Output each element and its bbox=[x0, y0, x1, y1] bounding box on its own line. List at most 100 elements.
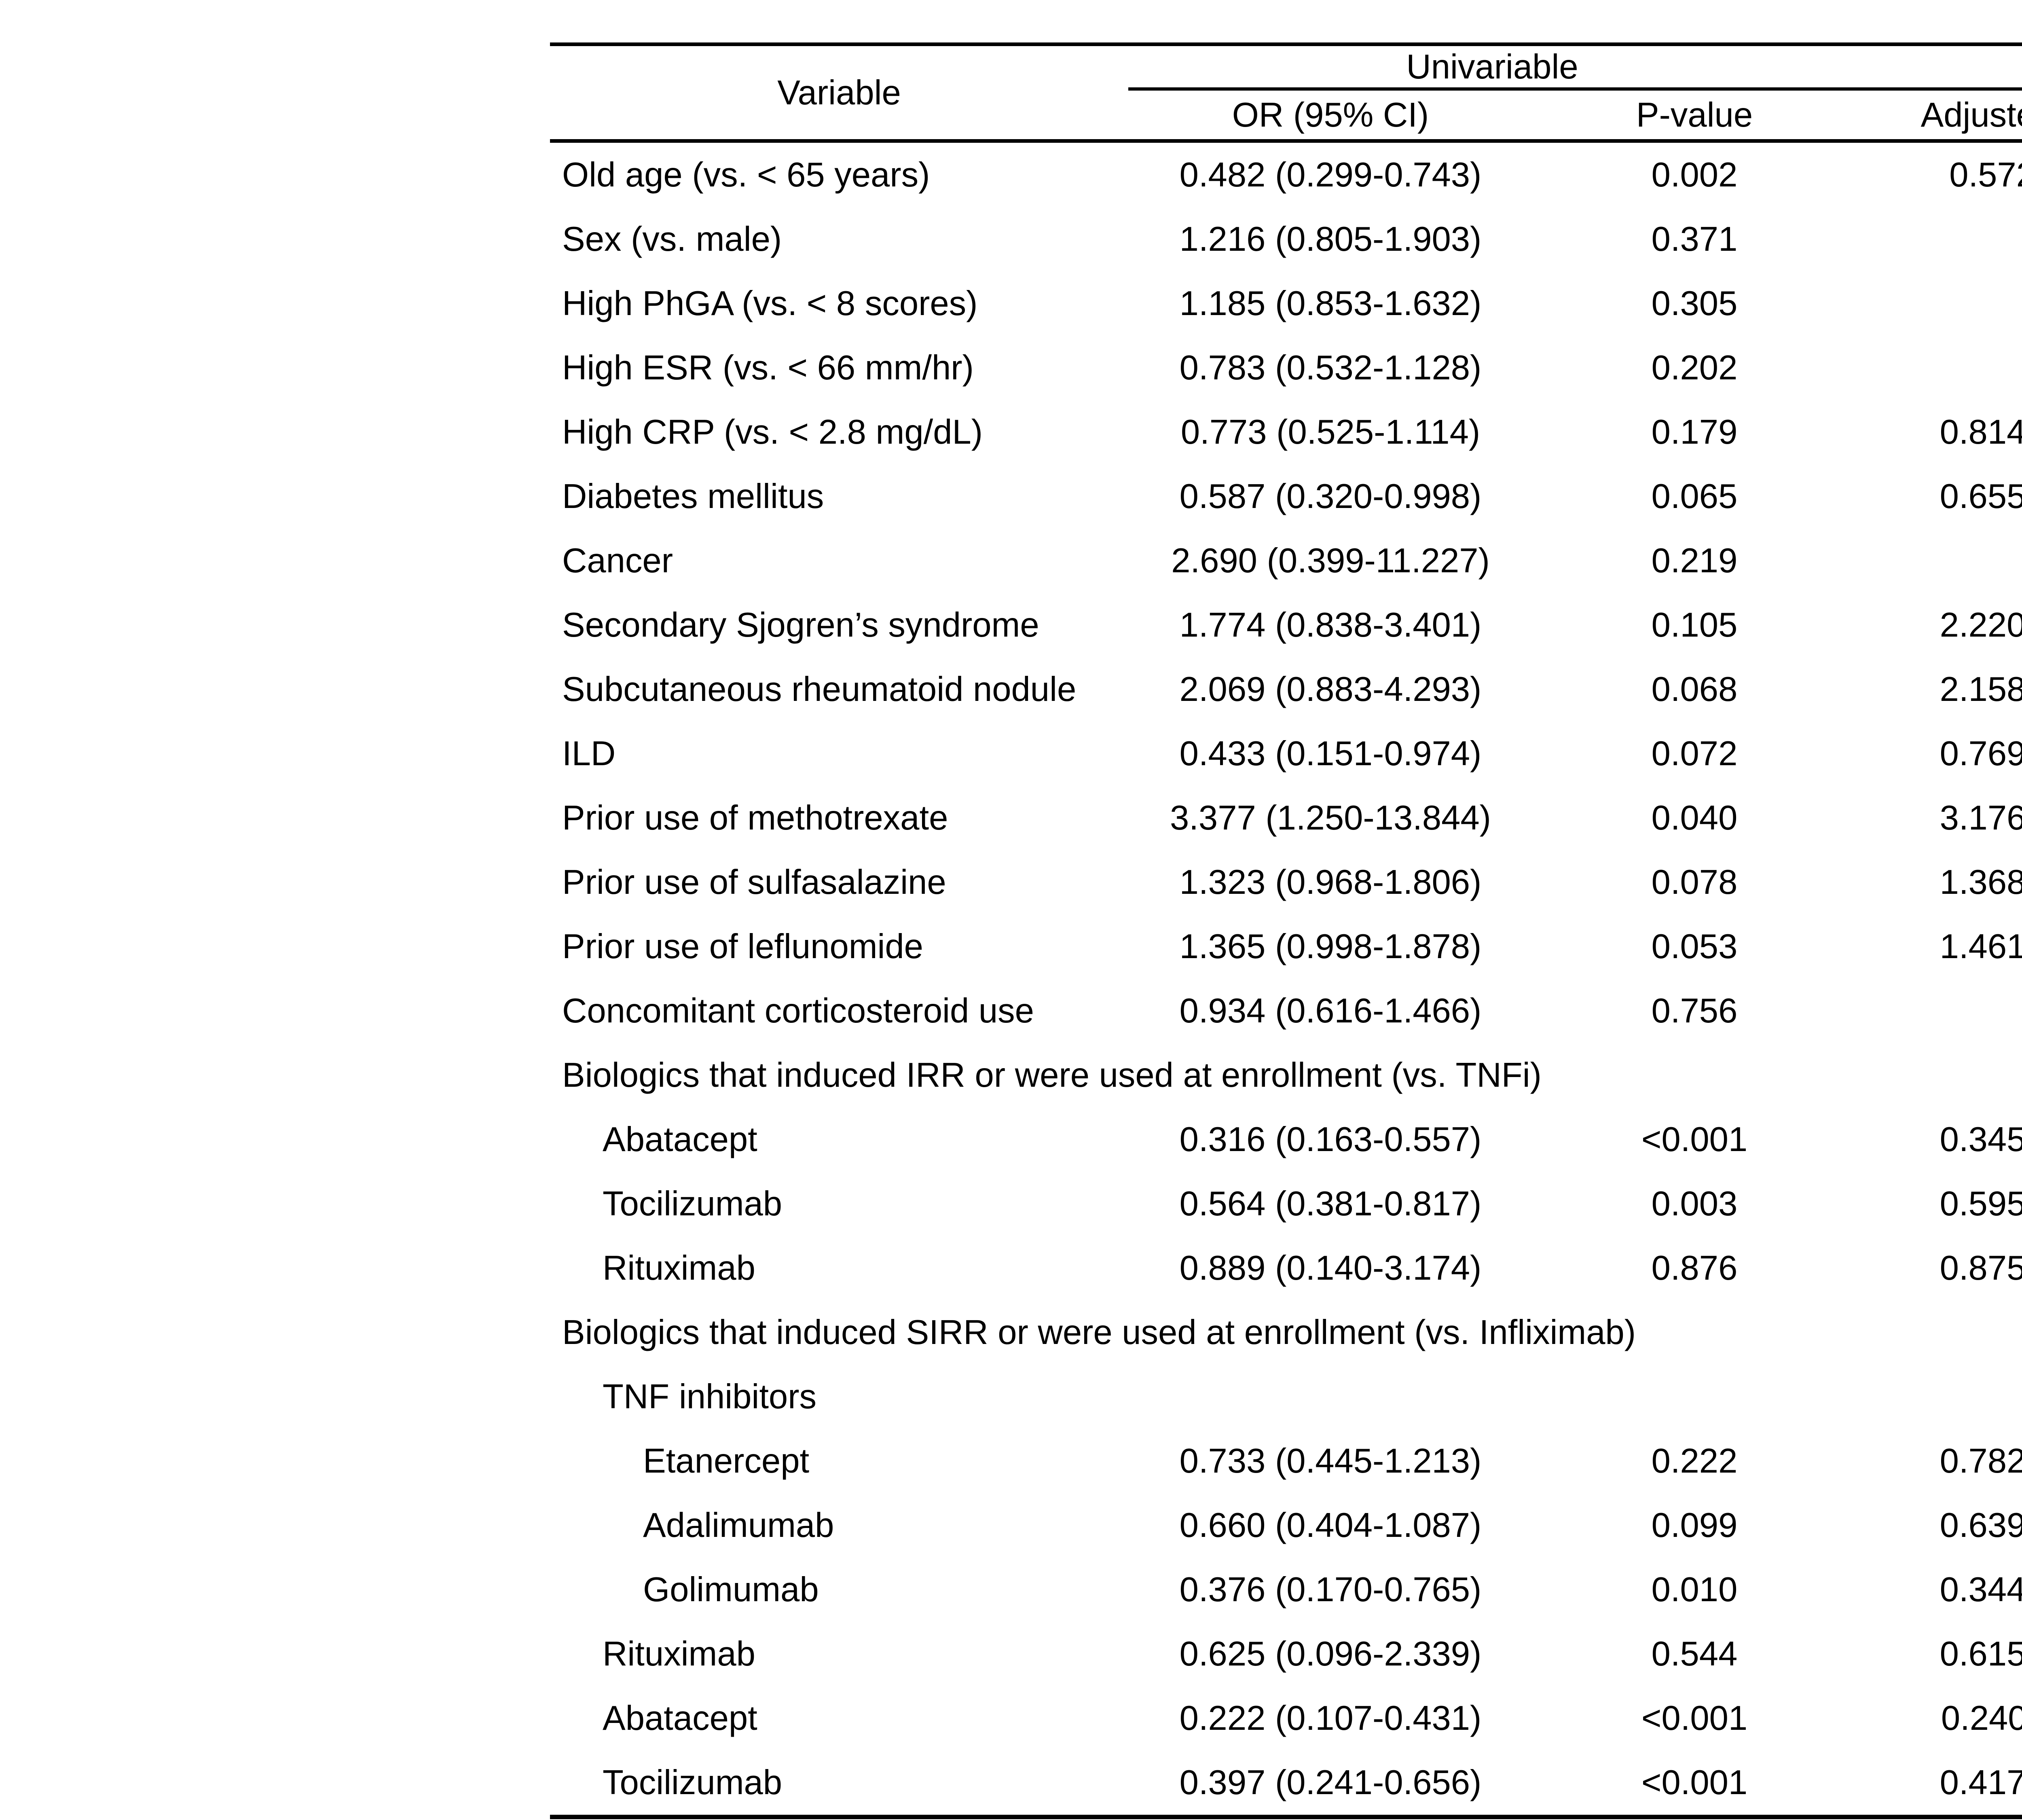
spanner-multivariable: Multivariable 1 bbox=[1856, 44, 2022, 91]
table-row: Prior use of sulfasalazine 1.323 (0.968-1… bbox=[550, 850, 2022, 914]
uni-pvalue: 0.068 bbox=[1651, 670, 1738, 709]
uni-pvalue: 0.099 bbox=[1651, 1506, 1738, 1545]
adj-or-value: 0.655 (0.353-1.130) bbox=[1940, 477, 2022, 516]
uni-pvalue: 0.072 bbox=[1651, 734, 1738, 773]
adj-or-value: 0.417 (0.250-0.696) bbox=[1856, 1750, 2022, 1819]
uni-or-value: 1.365 (0.998-1.878) bbox=[1179, 927, 1482, 966]
variable-label: Biologics that induced SIRR or were used… bbox=[562, 1313, 1636, 1352]
adj-or-value: 0.769 (0.263-1.796) bbox=[1940, 734, 2022, 773]
variable-label: Rituximab bbox=[603, 1635, 755, 1673]
table-row: High CRP (vs. < 2.8 mg/dL) 0.773 (0.525-1… bbox=[550, 400, 2022, 464]
variable-label: TNF inhibitors bbox=[603, 1378, 817, 1416]
uni-or-value: 0.222 (0.107-0.431) bbox=[1179, 1699, 1482, 1737]
adj-or-value bbox=[1856, 271, 2022, 336]
table-row: Biologics that induced SIRR or were used… bbox=[550, 1300, 2022, 1365]
table-row: Prior use of methotrexate 3.377 (1.250-13… bbox=[550, 786, 2022, 850]
column-header-row: OR (95% CI) P-value Adjusted OR (95% CI)… bbox=[550, 89, 2022, 143]
uni-pvalue: 0.040 bbox=[1651, 799, 1738, 837]
variable-label: Rituximab bbox=[603, 1249, 755, 1287]
table-row: Secondary Sjogren’s syndrome 1.774 (0.838… bbox=[550, 593, 2022, 657]
uni-or-value: 1.185 (0.853-1.632) bbox=[1179, 284, 1482, 323]
uni-pvalue: 0.053 bbox=[1651, 927, 1738, 966]
regression-table: Variable Univariable Multivariable 1 OR … bbox=[550, 42, 2022, 1819]
uni-pvalue bbox=[1533, 1365, 1856, 1429]
variable-label: ILD bbox=[562, 734, 616, 773]
table-row: TNF inhibitors bbox=[550, 1365, 2022, 1429]
or-regression-table: Variable Univariable Multivariable 1 OR … bbox=[550, 42, 2022, 1819]
table-row: Abatacept 0.222 (0.107-0.431) <0.001 0.240 … bbox=[550, 1686, 2022, 1750]
uni-pvalue bbox=[1533, 1043, 1856, 1107]
adj-or-value: 0.345 (0.177-0.616) bbox=[1940, 1120, 2022, 1159]
adj-or-value bbox=[1856, 979, 2022, 1043]
variable-label: Abatacept bbox=[603, 1699, 757, 1737]
table-row: Prior use of leflunomide 1.365 (0.998-1.8… bbox=[550, 914, 2022, 979]
uni-pvalue: 0.002 bbox=[1651, 156, 1738, 194]
adj-or-value: 1.461 (1.057-2.030) bbox=[1940, 927, 2022, 966]
uni-or-value: 0.934 (0.616-1.466) bbox=[1179, 992, 1482, 1030]
adj-or-value bbox=[1856, 529, 2022, 593]
variable-label: High ESR (vs. < 66 mm/hr) bbox=[562, 349, 974, 387]
variable-label: High CRP (vs. < 2.8 mg/dL) bbox=[562, 413, 983, 451]
adj-or-value: 2.158 (0.888-4.695) bbox=[1940, 670, 2022, 709]
uni-or-value: 0.564 (0.381-0.817) bbox=[1179, 1185, 1482, 1223]
variable-label: High PhGA (vs. < 8 scores) bbox=[562, 284, 978, 323]
adj-or-value: 0.875 (0.137-3.152) bbox=[1940, 1249, 2022, 1287]
adj-or-value bbox=[1856, 1300, 2022, 1365]
column-header-adj-or: Adjusted OR (95% CI) bbox=[1856, 89, 2022, 143]
variable-label: Cancer bbox=[562, 542, 673, 580]
uni-pvalue: 0.202 bbox=[1651, 349, 1738, 387]
variable-label: Etanercept bbox=[643, 1442, 810, 1480]
uni-or-value: 0.482 (0.299-0.743) bbox=[1179, 156, 1482, 194]
variable-label: Subcutaneous rheumatoid nodule bbox=[562, 670, 1077, 709]
uni-pvalue: 0.219 bbox=[1651, 542, 1738, 580]
uni-or-value: 0.783 (0.532-1.128) bbox=[1179, 349, 1482, 387]
variable-label: Adalimumab bbox=[643, 1506, 834, 1545]
table-row: Golimumab 0.376 (0.170-0.765) 0.010 0.344 (… bbox=[550, 1558, 2022, 1622]
column-header-uni-or: OR (95% CI) bbox=[1128, 89, 1533, 143]
uni-pvalue: <0.001 bbox=[1641, 1120, 1748, 1159]
uni-or-value: 0.733 (0.445-1.213) bbox=[1179, 1442, 1482, 1480]
adj-or-value: 0.782 (0.469-1.310) bbox=[1940, 1442, 2022, 1480]
uni-or-value: 0.625 (0.096-2.339) bbox=[1179, 1635, 1482, 1673]
spanner-row: Variable Univariable Multivariable 1 bbox=[550, 44, 2022, 143]
uni-or-value: 0.773 (0.525-1.114) bbox=[1180, 413, 1481, 451]
adj-or-value bbox=[1856, 207, 2022, 271]
uni-or-value: 0.889 (0.140-3.174) bbox=[1179, 1249, 1482, 1287]
table-row: Subcutaneous rheumatoid nodule 2.069 (0.8… bbox=[550, 657, 2022, 722]
table-row: ILD 0.433 (0.151-0.974) 0.072 0.769 (0.263-… bbox=[550, 722, 2022, 786]
uni-or-value: 0.376 (0.170-0.765) bbox=[1179, 1570, 1482, 1609]
column-header-variable: Variable bbox=[550, 44, 1128, 143]
uni-pvalue: 0.756 bbox=[1651, 992, 1738, 1030]
adj-or-value bbox=[1856, 1043, 2022, 1107]
uni-pvalue: <0.001 bbox=[1533, 1750, 1856, 1819]
table-row: Diabetes mellitus 0.587 (0.320-0.998) 0.06… bbox=[550, 464, 2022, 529]
uni-pvalue: 0.305 bbox=[1651, 284, 1738, 323]
variable-label: Prior use of sulfasalazine bbox=[562, 863, 946, 902]
variable-label: Abatacept bbox=[603, 1120, 757, 1159]
adj-or-value: 0.595 (0.400-0.868) bbox=[1940, 1185, 2022, 1223]
table-row: Etanercept 0.733 (0.445-1.213) 0.222 0.782 … bbox=[550, 1429, 2022, 1493]
table-row: High PhGA (vs. < 8 scores) 1.185 (0.853-1… bbox=[550, 271, 2022, 336]
uni-pvalue: <0.001 bbox=[1641, 1699, 1748, 1737]
uni-pvalue: 0.371 bbox=[1651, 220, 1738, 258]
table-row: Sex (vs. male) 1.216 (0.805-1.903) 0.371 bbox=[550, 207, 2022, 271]
adj-or-value: 0.814 (0.546-1.186) bbox=[1940, 413, 2022, 451]
adj-or-value bbox=[1856, 1365, 2022, 1429]
adj-or-value: 1.368 (0.992-1.883) bbox=[1940, 863, 2022, 902]
uni-or-value: 0.316 (0.163-0.557) bbox=[1179, 1120, 1482, 1159]
variable-label: Golimumab bbox=[643, 1570, 819, 1609]
table-row: Abatacept 0.316 (0.163-0.557) <0.001 0.345 … bbox=[550, 1107, 2022, 1172]
table-row: High ESR (vs. < 66 mm/hr) 0.783 (0.532-1.… bbox=[550, 336, 2022, 400]
table-row: Rituximab 0.889 (0.140-3.174) 0.876 0.875 (… bbox=[550, 1236, 2022, 1300]
uni-pvalue: 0.179 bbox=[1651, 413, 1738, 451]
table-row: Adalimumab 0.660 (0.404-1.087) 0.099 0.639 … bbox=[550, 1493, 2022, 1558]
uni-or-value: 0.587 (0.320-0.998) bbox=[1179, 477, 1482, 516]
uni-pvalue: 0.876 bbox=[1651, 1249, 1738, 1287]
adj-or-value: 0.639 (0.387-1.062) bbox=[1940, 1506, 2022, 1545]
variable-label: Prior use of methotrexate bbox=[562, 799, 948, 837]
uni-or-value: 1.323 (0.968-1.806) bbox=[1179, 863, 1482, 902]
adj-or-value: 0.572 (0.35-0.897) bbox=[1949, 156, 2022, 194]
uni-pvalue: 0.544 bbox=[1651, 1635, 1738, 1673]
adj-or-value: 0.240 (0.114-0.475) bbox=[1941, 1699, 2022, 1737]
table-body: Old age (vs. < 65 years) 0.482 (0.299-0.7… bbox=[550, 141, 2022, 1819]
